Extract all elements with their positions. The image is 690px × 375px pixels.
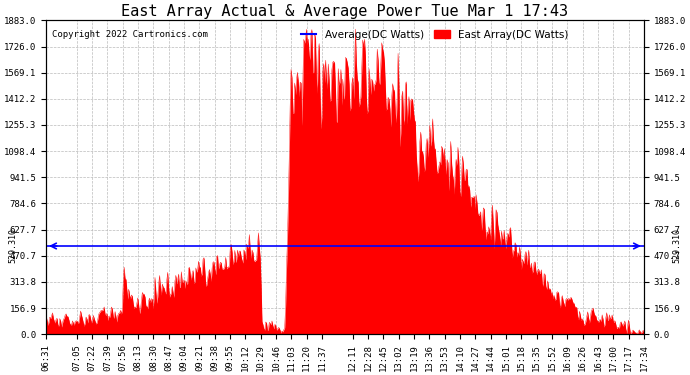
Text: 529.310: 529.310 bbox=[9, 228, 18, 264]
Text: 529.310: 529.310 bbox=[672, 228, 681, 264]
Text: Copyright 2022 Cartronics.com: Copyright 2022 Cartronics.com bbox=[52, 30, 208, 39]
Legend: Average(DC Watts), East Array(DC Watts): Average(DC Watts), East Array(DC Watts) bbox=[297, 26, 573, 44]
Title: East Array Actual & Average Power Tue Mar 1 17:43: East Array Actual & Average Power Tue Ma… bbox=[121, 4, 569, 19]
